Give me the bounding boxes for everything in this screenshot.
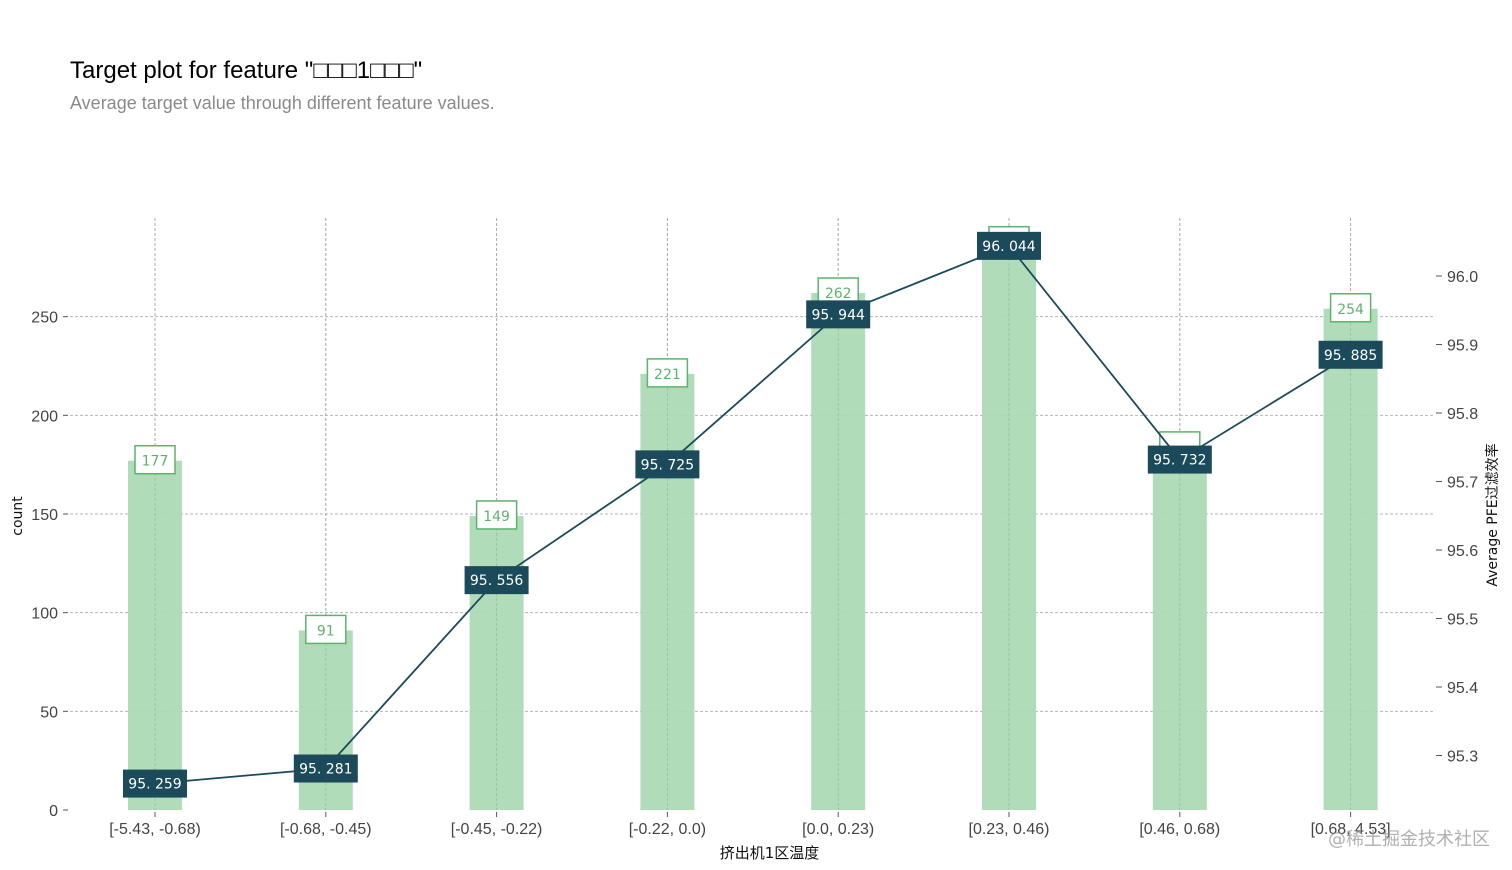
target-value-label: 95. 556 [470, 573, 524, 589]
bar-count-box [305, 614, 347, 645]
target-value-label: 95. 885 [1324, 348, 1377, 364]
y-right-tick-label: 95.6 [1447, 543, 1478, 560]
x-tick-label: [-0.22, 0.0) [629, 821, 706, 838]
bar-count-box [134, 444, 176, 475]
bar [640, 373, 695, 810]
target-line [154, 244, 1352, 785]
target-value-label: 95. 281 [299, 762, 352, 778]
chart-title: Target plot for feature "□□□1□□□" [70, 57, 423, 84]
target-value-label: 95. 944 [811, 307, 865, 323]
target-value-box [635, 450, 700, 479]
x-tick-label: [0.46, 0.68) [1139, 821, 1220, 838]
target-value-box [1318, 340, 1383, 369]
x-tick-label: [0.23, 0.46) [969, 821, 1050, 838]
x-axis-label: 挤出机1区温度 [720, 844, 820, 862]
y-right-tick-label: 95.4 [1447, 680, 1478, 697]
y-left-tick-label: 0 [49, 803, 58, 820]
y-right-tick-label: 95.3 [1447, 749, 1478, 766]
bar-count-box [475, 500, 518, 530]
target-value-box [123, 769, 187, 798]
bar-count-label: 177 [142, 454, 169, 470]
y-left-tick-label: 50 [40, 704, 58, 721]
y-left-tick-label: 250 [31, 310, 58, 327]
y-right-tick-label: 95.7 [1447, 475, 1478, 492]
x-tick-label: [0.0, 0.23) [802, 821, 874, 838]
x-tick-label: [-0.68, -0.45) [280, 821, 372, 838]
x-tick-label: [0.68, 4.53] [1311, 821, 1391, 838]
target-value-label: 95. 725 [641, 457, 694, 473]
y-left-tick-label: 150 [31, 507, 58, 524]
target-value-box [977, 231, 1041, 260]
chart-subtitle: Average target value through different f… [70, 93, 495, 113]
y-right-tick-label: 95.9 [1447, 338, 1478, 355]
y-right-axis-label: Average PFE过滤效率 [1484, 443, 1501, 586]
target-value-box [1147, 445, 1212, 474]
y-left-axis-label: count [10, 496, 26, 536]
target-value-label: 95. 732 [1153, 453, 1206, 469]
y-right-tick-label: 95.5 [1447, 612, 1478, 629]
y-left-tick-label: 100 [31, 606, 58, 623]
bar-count-label: 262 [825, 286, 852, 302]
target-value-label: 95. 259 [128, 777, 181, 793]
x-tick-label: [-0.45, -0.22) [451, 821, 543, 838]
bar-count-label: 149 [483, 509, 510, 525]
bar-count-box [646, 358, 689, 388]
target-value-label: 96. 044 [982, 239, 1036, 255]
y-right-tick-label: 95.8 [1447, 406, 1478, 423]
target-value-box [293, 754, 358, 783]
bar-count-label: 221 [654, 367, 681, 383]
watermark: @稀土掘金技术社区 [1328, 829, 1490, 850]
bar-count-label: 254 [1337, 302, 1364, 318]
target-value-box [806, 300, 871, 329]
target-value-box [464, 566, 529, 595]
y-right-tick-label: 96.0 [1447, 269, 1478, 286]
bar-count-box [1329, 293, 1372, 323]
x-tick-label: [-5.43, -0.68) [109, 821, 201, 838]
bar-count-label: 91 [317, 623, 335, 639]
y-left-tick-label: 200 [31, 408, 58, 425]
